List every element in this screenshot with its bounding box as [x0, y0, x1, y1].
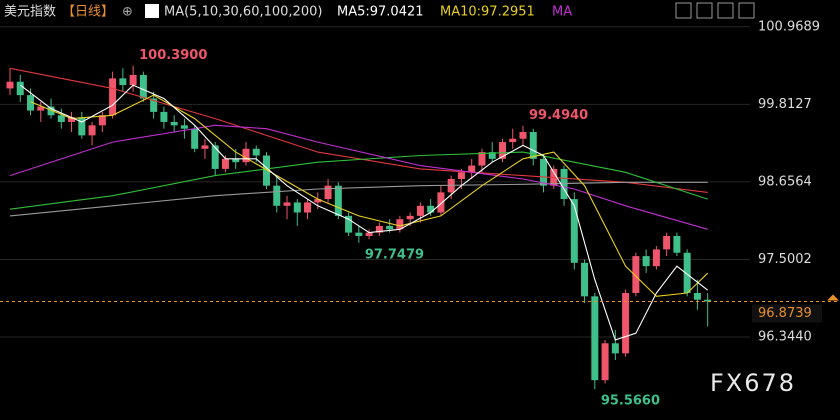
candle-body	[457, 172, 465, 179]
candle-body	[529, 132, 537, 159]
candle-body	[509, 138, 517, 143]
watermark: FX678	[710, 369, 796, 397]
candle-body	[683, 252, 691, 293]
candle-body	[375, 225, 383, 233]
candle-body	[211, 145, 219, 169]
candle-body	[468, 165, 476, 173]
ma5-label: MA5:97.0421	[337, 5, 424, 20]
candle-body	[98, 115, 106, 126]
candle-body	[406, 215, 414, 220]
candle-body	[704, 299, 712, 302]
ma-line	[9, 181, 708, 217]
ma-line	[9, 124, 708, 230]
candle-body	[365, 232, 373, 236]
candle-body	[232, 158, 240, 163]
candle-body	[27, 95, 35, 111]
candle-body	[139, 75, 147, 99]
tool-button[interactable]	[696, 2, 713, 19]
candle-body	[673, 235, 681, 253]
candle-body	[88, 125, 96, 136]
y-tick-label: 97.5002	[758, 252, 812, 267]
candle-body	[570, 199, 578, 263]
candle-body	[150, 98, 158, 112]
candle-body	[498, 142, 506, 159]
candle-body	[581, 262, 589, 297]
candle-body	[252, 148, 260, 156]
candle-body	[314, 199, 322, 203]
tool-button[interactable]	[675, 2, 692, 19]
candle-body	[632, 256, 640, 293]
tool-button[interactable]	[738, 2, 755, 19]
candle-body	[591, 296, 599, 381]
ma-more: MA	[552, 5, 572, 20]
y-tick-label: 98.6564	[758, 174, 812, 189]
candle-body	[16, 81, 24, 96]
candle-body	[519, 132, 527, 139]
ma-icon[interactable]	[145, 4, 159, 18]
candle-body	[6, 81, 14, 89]
candle-body	[345, 215, 353, 233]
last-price-label: 96.8739	[758, 306, 812, 321]
candle-body	[622, 292, 630, 354]
candle-body	[160, 111, 168, 122]
candle-body	[416, 205, 424, 216]
candle-body	[663, 235, 671, 250]
ma-label: MA(5,10,30,60,100,200)	[164, 5, 322, 20]
candle-body	[652, 249, 660, 267]
candle-body	[693, 292, 701, 300]
candle-body	[488, 152, 496, 159]
candle-body	[273, 185, 281, 206]
last-price-box	[752, 304, 822, 323]
chart-title: 美元指数	[4, 5, 56, 20]
candle-body	[283, 202, 291, 206]
candle-body	[129, 75, 137, 86]
candle-body	[386, 225, 394, 230]
tool-button[interactable]	[717, 2, 734, 19]
period: 【日线】	[62, 5, 114, 20]
candle-body	[221, 158, 229, 169]
candle-body	[57, 115, 65, 122]
candle-body	[170, 121, 178, 126]
last-price-marker	[827, 294, 839, 301]
y-tick-label: 99.8127	[758, 97, 812, 112]
toolbar	[675, 2, 755, 19]
candle-body	[601, 343, 609, 381]
candle-body	[78, 117, 86, 136]
annotation: 97.7479	[365, 247, 424, 262]
candle-body	[324, 185, 332, 200]
candle-body	[396, 219, 404, 230]
candle-body	[293, 202, 301, 213]
ma10-label: MA10:97.2951	[440, 5, 535, 20]
candle-body	[109, 78, 117, 116]
candle-body	[119, 78, 127, 86]
ma-line	[9, 67, 708, 193]
candle-body	[611, 343, 619, 354]
candle-body	[180, 125, 188, 129]
ma-line	[30, 94, 709, 297]
candle-body	[478, 152, 486, 166]
candle-body	[37, 106, 45, 111]
candle-body	[263, 155, 270, 186]
candle-body	[242, 148, 250, 163]
candle-body	[427, 205, 435, 213]
candle-body	[437, 192, 445, 213]
candle-body	[642, 256, 650, 267]
settings-icon[interactable]: ⊕	[122, 5, 133, 20]
candle-body	[68, 117, 76, 122]
candle-body	[355, 232, 363, 236]
y-tick-label: 96.3440	[758, 329, 812, 344]
annotation: 100.3900	[139, 48, 207, 63]
annotation: 99.4940	[529, 108, 588, 123]
candle-body	[201, 145, 209, 149]
candle-body	[540, 158, 548, 186]
ma-line	[9, 151, 708, 210]
candle-body	[191, 128, 199, 149]
y-tick-label: 100.9689	[758, 19, 820, 34]
ma-line	[19, 84, 709, 341]
candle-body	[304, 202, 312, 213]
candle-body	[47, 106, 55, 116]
candle-body	[334, 185, 342, 216]
annotation: 95.5660	[601, 394, 660, 409]
